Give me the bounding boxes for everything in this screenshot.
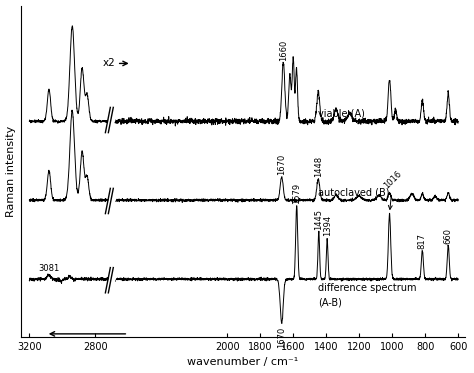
Text: 1660: 1660	[279, 40, 288, 61]
Text: 1670: 1670	[277, 153, 286, 175]
X-axis label: wavenumber / cm⁻¹: wavenumber / cm⁻¹	[187, 357, 299, 367]
Text: 3081: 3081	[38, 264, 60, 273]
Text: (A-B): (A-B)	[318, 297, 342, 307]
Text: 1670: 1670	[277, 327, 286, 348]
Text: 1394: 1394	[323, 215, 332, 236]
Y-axis label: Raman intensity: Raman intensity	[6, 126, 16, 217]
Text: 817: 817	[418, 233, 427, 249]
Text: 660: 660	[444, 228, 453, 244]
Text: difference spectrum: difference spectrum	[318, 283, 417, 293]
Text: 1448: 1448	[314, 156, 323, 177]
Text: 1016: 1016	[382, 169, 403, 209]
Text: 1445: 1445	[314, 209, 323, 231]
Text: viable (A): viable (A)	[318, 108, 365, 118]
Text: 1579: 1579	[292, 183, 301, 204]
Text: x2: x2	[102, 59, 115, 68]
Text: autoclaved (B): autoclaved (B)	[318, 187, 390, 197]
